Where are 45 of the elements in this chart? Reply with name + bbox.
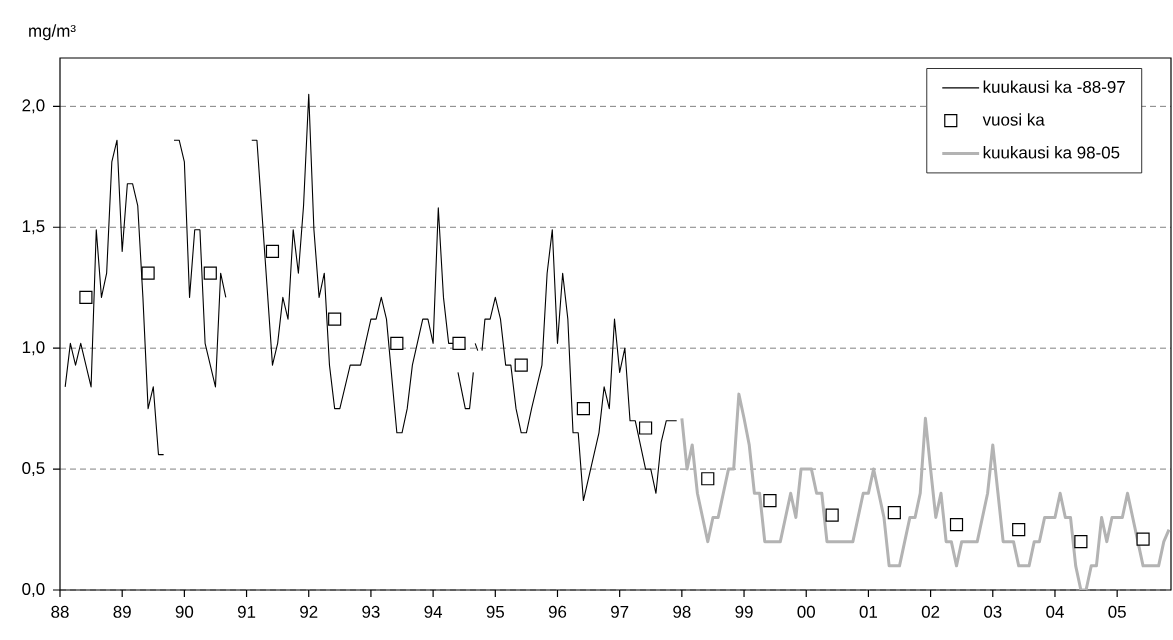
x-tick-label: 01	[859, 605, 877, 618]
x-tick-label: 95	[486, 605, 504, 618]
point	[701, 472, 715, 486]
x-tick-label: 94	[424, 605, 443, 618]
x-tick-label: 03	[984, 605, 1002, 618]
x-tick-label: 90	[175, 605, 194, 618]
point	[79, 290, 93, 304]
point	[390, 336, 404, 350]
x-tick-label: 00	[797, 605, 815, 618]
x-tick-label: 05	[1108, 605, 1126, 618]
x-tick-label: 02	[921, 605, 940, 618]
x-tick-label: 92	[300, 605, 318, 618]
point	[763, 493, 777, 508]
y-tick-label: 1,0	[22, 341, 45, 356]
x-tick-label: 88	[51, 605, 69, 618]
point	[825, 508, 839, 522]
y-tick-label: 0,5	[22, 462, 45, 477]
point	[265, 244, 280, 259]
x-tick-label: 98	[673, 605, 691, 618]
legend-label: vuosi ka	[982, 113, 1045, 126]
point	[638, 421, 653, 435]
x-tick-label: 04	[1046, 605, 1064, 618]
y-axis-title: mg/m³	[29, 24, 76, 41]
point	[949, 518, 964, 532]
x-tick-label: 99	[735, 605, 753, 618]
point	[1074, 535, 1088, 549]
x-tick-label: 89	[113, 605, 131, 618]
point	[452, 336, 466, 350]
y-tick-label: 0,0	[22, 583, 45, 597]
point	[141, 266, 155, 280]
x-tick-label: 96	[548, 605, 567, 618]
point	[203, 266, 217, 280]
x-tick-label: 97	[611, 605, 629, 618]
point	[1136, 532, 1150, 546]
y-tick-label: 2,0	[22, 99, 45, 114]
y-tick-label: 1,5	[22, 220, 45, 235]
point	[576, 402, 590, 416]
point	[887, 506, 901, 520]
point	[1012, 522, 1026, 537]
x-tick-label: 91	[237, 605, 256, 618]
legend-label: kuukausi ka 98-05	[983, 146, 1120, 159]
legend-label: kuukausi ka -88-97	[983, 80, 1125, 93]
x-tick-label: 93	[362, 605, 380, 618]
point	[514, 358, 528, 372]
point	[328, 312, 342, 326]
